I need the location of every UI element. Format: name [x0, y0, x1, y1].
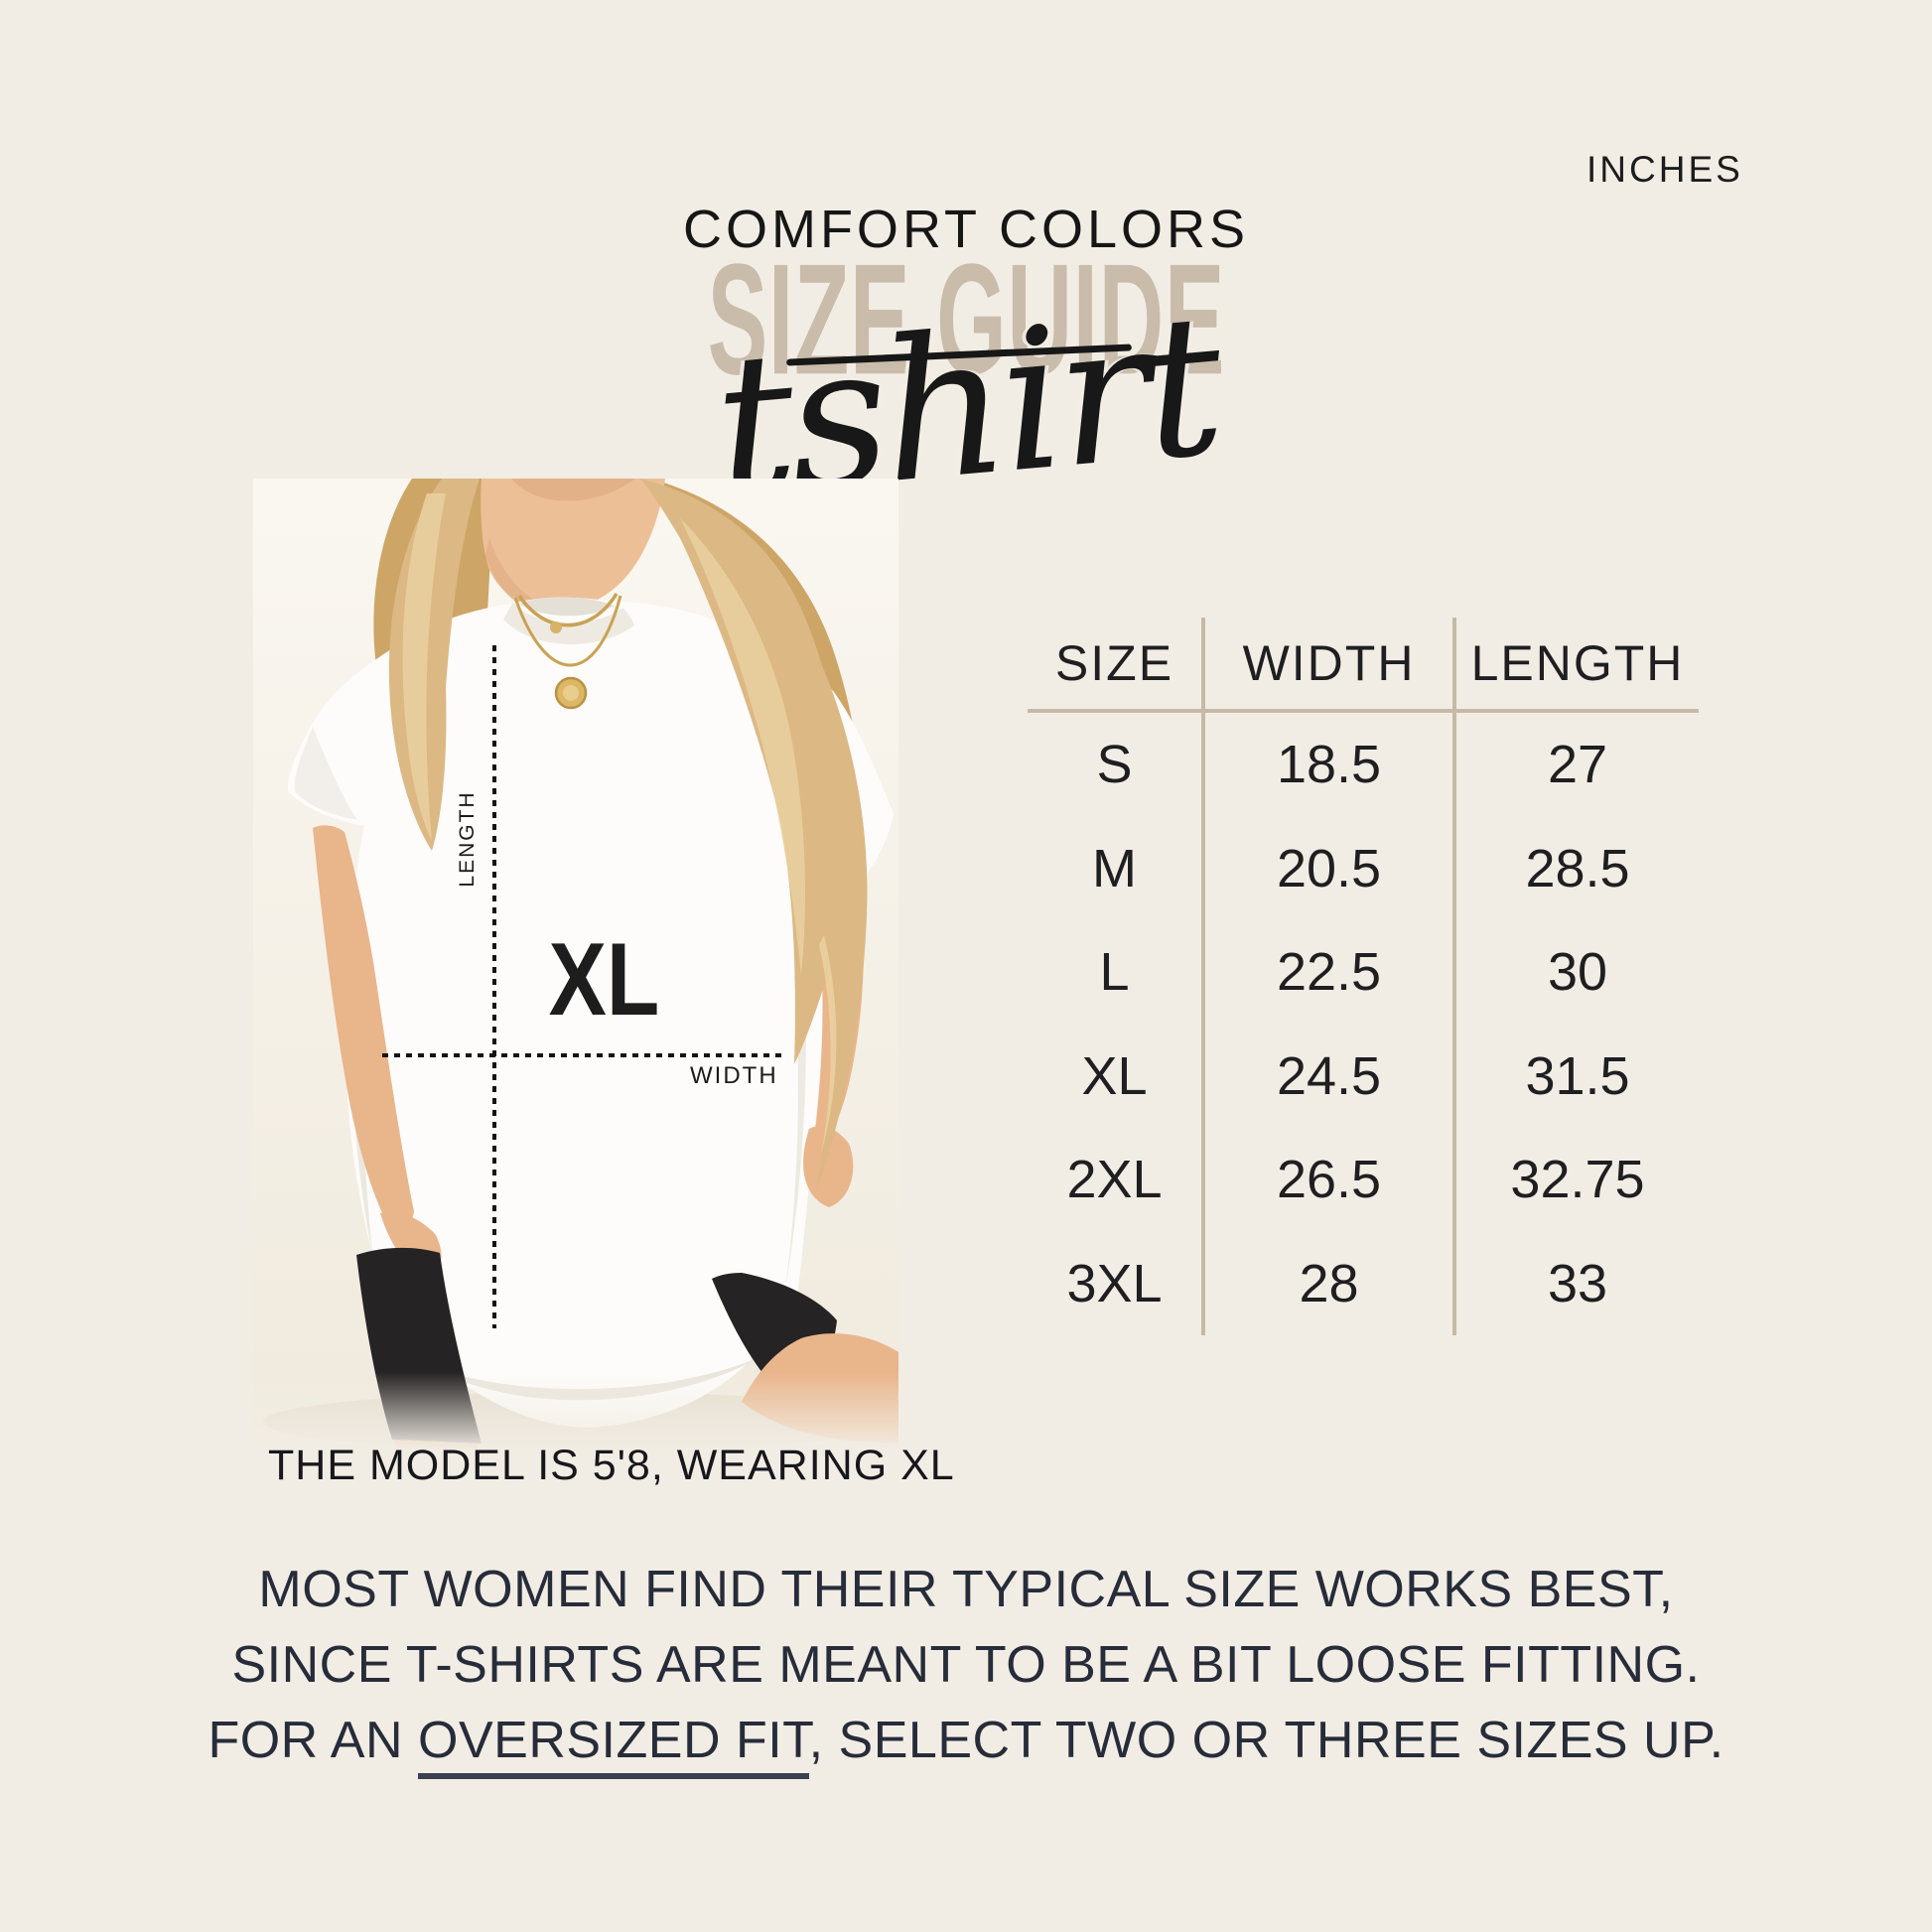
model-photo-illustration	[253, 479, 898, 1451]
table-header-size: SIZE	[1028, 618, 1201, 713]
table-cell-size: XL	[1081, 1045, 1148, 1106]
brand-title: COMFORT COLORS	[682, 200, 1250, 259]
width-measure-line	[382, 1053, 784, 1057]
table-cell-width: 20.5	[1201, 816, 1452, 920]
sleeve-shade-left	[294, 727, 357, 820]
necklace-charm	[550, 621, 562, 633]
table-cell-width: 24.5	[1201, 1024, 1452, 1128]
necklace-pendant-detail	[563, 685, 579, 701]
body-fold-right	[784, 975, 806, 1293]
photo-bottom-fade	[253, 1372, 898, 1451]
table-cell-length: 27	[1452, 713, 1699, 817]
width-label: WIDTH	[690, 1062, 778, 1089]
table-cell-size: 3XL	[1066, 1253, 1163, 1313]
table-cell-width: 22.5	[1201, 920, 1452, 1025]
fit-note-line2: SINCE T-SHIRTS ARE MEANT TO BE A BIT LOO…	[231, 1636, 1701, 1694]
table-cell-size: 2XL	[1066, 1150, 1163, 1210]
table-cell-size: S	[1096, 735, 1133, 795]
model-photo	[253, 479, 898, 1451]
table-cell-width: 26.5	[1201, 1128, 1452, 1232]
necklace-chain-long	[513, 595, 622, 667]
necklace-chain-short	[517, 593, 619, 627]
fit-note-line3-pre: FOR AN	[207, 1712, 418, 1769]
fit-note-oversized-underline: OVERSIZED FIT	[418, 1712, 809, 1779]
table-header-length: LENGTH	[1452, 618, 1699, 713]
chin-shadow	[511, 479, 635, 501]
table-cell-length: 28.5	[1452, 816, 1699, 920]
hair-highlight-right	[680, 518, 805, 975]
hair-highlight-left	[402, 493, 446, 841]
page-title-text: SIZE GUIDE	[707, 230, 1225, 408]
fit-note-line3: FOR AN OVERSIZED FIT, SELECT TWO OR THRE…	[0, 1703, 1932, 1779]
page-title: SIZE GUIDE	[0, 240, 1932, 398]
table-cell-length: 31.5	[1452, 1024, 1699, 1128]
length-label: LENGTH	[456, 790, 479, 888]
table-cell-width: 28	[1201, 1231, 1452, 1335]
tshirt-collar	[503, 602, 634, 644]
right-hand	[803, 1126, 854, 1207]
hair-strand-right	[809, 637, 868, 1193]
table-cell-size: L	[1099, 942, 1130, 1003]
tshirt-collar-inner	[519, 597, 615, 617]
table-cell-length: 30	[1452, 920, 1699, 1025]
size-table: SIZE WIDTH LENGTH S 18.5 27 M 20.5 28.5 …	[1028, 618, 1699, 1335]
table-header-width: WIDTH	[1201, 618, 1452, 713]
model-caption: THE MODEL IS 5'8, WEARING XL	[268, 1442, 955, 1489]
length-measure-line	[492, 645, 496, 1328]
hair-curl-highlight	[819, 935, 837, 1154]
fit-note: MOST WOMEN FIND THEIR TYPICAL SIZE WORKS…	[0, 1552, 1932, 1779]
fit-note-line1: MOST WOMEN FIND THEIR TYPICAL SIZE WORKS…	[258, 1561, 1674, 1618]
table-cell-size: M	[1092, 838, 1137, 898]
table-cell-length: 32.75	[1452, 1128, 1699, 1232]
left-arm	[313, 825, 414, 1229]
units-label: INCHES	[1587, 149, 1743, 190]
table-cell-width: 18.5	[1201, 713, 1452, 817]
fit-note-line3-post: , SELECT TWO OR THREE SIZES UP.	[808, 1712, 1725, 1769]
table-cell-length: 33	[1452, 1231, 1699, 1335]
shirt-size-tag: XL	[548, 922, 660, 1037]
neck-skin	[481, 479, 665, 613]
